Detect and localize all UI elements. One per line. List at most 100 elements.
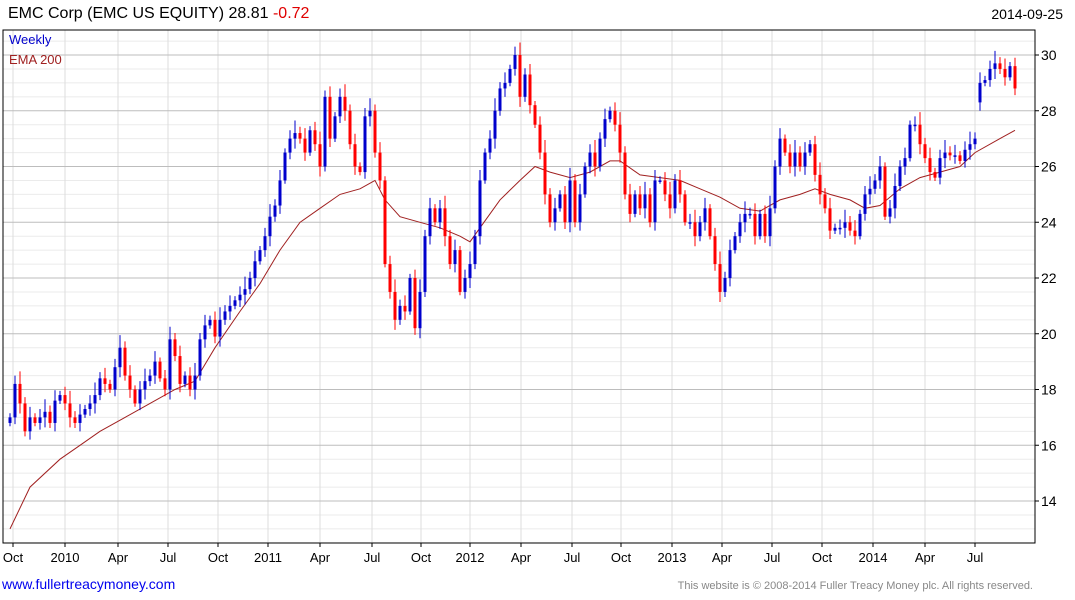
x-tick-label: Jul	[764, 550, 781, 565]
candle-body	[678, 180, 682, 195]
y-tick-label: 20	[1041, 326, 1057, 342]
candle-body	[663, 180, 667, 195]
legend-weekly: Weekly	[9, 32, 52, 47]
y-tick-label: 22	[1041, 270, 1057, 286]
candle-body	[763, 213, 767, 237]
candle-body	[628, 194, 632, 214]
candle-body	[388, 264, 392, 292]
candle-body	[518, 55, 522, 97]
website-link[interactable]: www.fullertreacymoney.com	[2, 576, 176, 592]
candle-body	[908, 124, 912, 159]
candle-body	[368, 110, 372, 117]
security-title: EMC Corp (EMC US EQUITY)	[8, 5, 225, 22]
candle-body	[228, 305, 232, 312]
candle-body	[168, 339, 172, 390]
candle-body	[163, 378, 167, 390]
candle-body	[343, 96, 347, 111]
candle-body	[203, 325, 207, 340]
candle-body	[818, 174, 822, 195]
candle-body	[968, 144, 972, 150]
x-tick-label: Oct	[812, 550, 833, 565]
candle-body	[268, 216, 272, 237]
candle-body	[438, 208, 442, 223]
candle-body	[783, 138, 787, 153]
candle-body	[278, 180, 282, 206]
candle-body	[13, 383, 17, 418]
x-tick-label: Oct	[208, 550, 229, 565]
candle-body	[258, 250, 262, 262]
candle-body	[33, 417, 37, 423]
candle-body	[1013, 66, 1017, 89]
candle-body	[603, 119, 607, 139]
candle-body	[703, 208, 707, 223]
candle-body	[133, 389, 137, 404]
candle-body	[873, 180, 877, 189]
candle-body	[448, 236, 452, 265]
candle-body	[468, 264, 472, 278]
candle-body	[938, 158, 942, 178]
candle-body	[538, 124, 542, 153]
x-tick-label: 2014	[859, 550, 888, 565]
candle-body	[503, 82, 507, 89]
y-tick-label: 30	[1041, 47, 1057, 63]
candle-body	[928, 158, 932, 173]
candle-body	[458, 250, 462, 292]
candle-body	[338, 96, 342, 117]
candle-body	[918, 124, 922, 145]
candle-body	[293, 133, 297, 139]
legend-ema-200: EMA 200	[9, 52, 62, 67]
candle-body	[953, 155, 957, 157]
candle-body	[808, 144, 812, 153]
candle-body	[973, 138, 977, 145]
candle-body	[753, 213, 757, 237]
x-tick-label: Oct	[611, 550, 632, 565]
x-tick-label: 2013	[658, 550, 687, 565]
candle-body	[708, 208, 712, 237]
candle-body	[243, 289, 247, 295]
candle-body	[898, 166, 902, 187]
candle-body	[713, 236, 717, 265]
candle-body	[533, 105, 537, 125]
candle-body	[173, 339, 177, 357]
candle-body	[758, 213, 762, 237]
candle-body	[393, 291, 397, 320]
x-tick-label: Apr	[712, 550, 733, 565]
candle-body	[98, 378, 102, 396]
y-tick-label: 18	[1041, 382, 1057, 398]
candle-body	[38, 417, 42, 423]
candle-body	[738, 222, 742, 237]
candle-body	[618, 124, 622, 153]
candle-body	[23, 403, 27, 432]
candle-body	[568, 180, 572, 223]
candle-body	[878, 166, 882, 181]
candle-body	[183, 375, 187, 384]
candle-body	[148, 375, 152, 382]
candle-body	[93, 395, 97, 404]
candle-body	[608, 110, 612, 120]
last-price: 28.81	[228, 5, 269, 22]
candle-body	[508, 68, 512, 83]
candle-body	[798, 152, 802, 167]
candle-body	[858, 213, 862, 237]
candle-body	[543, 152, 547, 195]
candle-body	[18, 383, 22, 404]
candle-body	[138, 389, 142, 404]
candle-body	[323, 96, 327, 167]
candle-body	[273, 205, 277, 217]
x-tick-label: Jul	[364, 550, 381, 565]
candle-body	[623, 152, 627, 195]
candle-body	[238, 294, 242, 301]
candle-body	[523, 74, 527, 97]
y-tick-label: 14	[1041, 493, 1057, 509]
candle-body	[563, 194, 567, 223]
candle-body	[828, 208, 832, 231]
candle-body	[428, 208, 432, 237]
candle-body	[288, 138, 292, 153]
candle-body	[988, 68, 992, 81]
candle-body	[188, 375, 192, 390]
candle-body	[208, 319, 212, 326]
candle-body	[373, 110, 377, 153]
candle-body	[558, 194, 562, 209]
candle-body	[193, 375, 197, 390]
